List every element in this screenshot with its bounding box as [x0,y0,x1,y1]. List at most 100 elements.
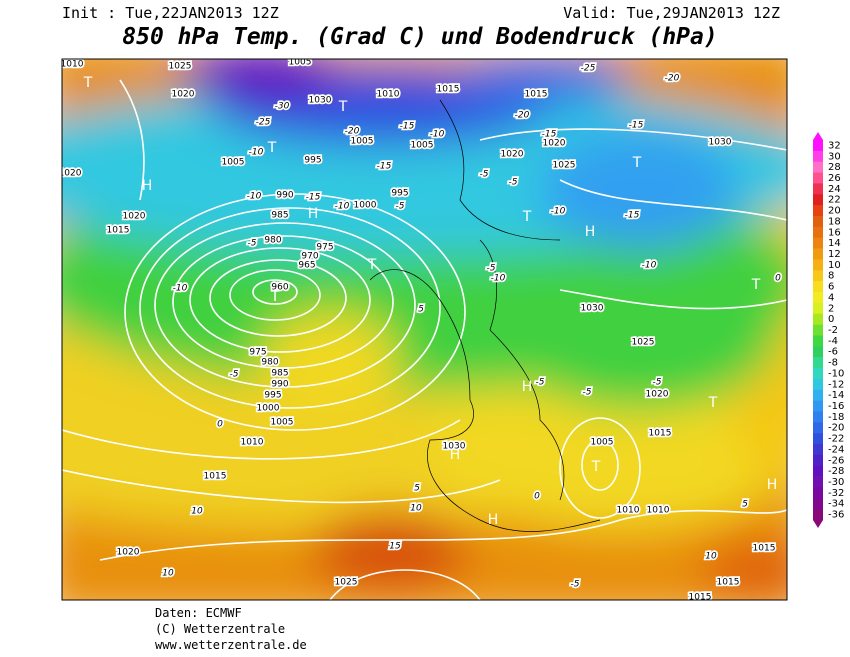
pressure-label: 1030 [443,442,466,452]
colorbar-swatch [813,357,823,369]
pressure-label: 1015 [689,593,712,603]
pressure-label: 1015 [753,544,776,554]
colorbar-label: -12 [828,379,844,390]
pressure-center: T [522,209,532,225]
pressure-label: 1020 [501,150,524,160]
colorbar-label: 28 [828,162,841,173]
temperature-label: 0 [534,492,540,502]
colorbar-swatch [813,194,823,206]
pressure-center: H [308,206,319,222]
colorbar-label: 0 [828,314,834,325]
pressure-center: T [591,459,601,475]
pressure-label: 1010 [61,60,84,70]
valid-time: Valid: Tue,29JAN2013 12Z [563,4,780,22]
colorbar-cap [813,520,823,528]
pressure-center: H [585,224,596,240]
colorbar-label: 32 [828,140,841,151]
pressure-label: 1025 [169,62,192,72]
footer-url: www.wetterzentrale.de [155,638,307,652]
colorbar-swatch [813,313,823,325]
temperature-label: -10 [642,261,657,271]
pressure-label: 1015 [649,429,672,439]
colorbar-swatch [813,259,823,271]
colorbar-label: 12 [828,249,841,260]
colorbar-swatch [813,509,823,521]
colorbar-label: -32 [828,488,844,499]
colorbar-label: 18 [828,216,841,227]
colorbar-label: -26 [828,455,844,466]
pressure-label: 965 [298,261,315,271]
temperature-label: -10 [173,284,188,294]
colorbar-swatch [813,335,823,347]
map-frame [61,58,788,601]
pressure-label: 1015 [437,85,460,95]
colorbar-label: -20 [828,423,844,434]
pressure-label: 1010 [377,90,400,100]
colorbar-label: -34 [828,499,844,510]
colorbar-label: -10 [828,368,844,379]
pressure-label: 1020 [59,169,82,179]
colorbar-label: 4 [828,292,834,303]
init-time: Init : Tue,22JAN2013 12Z [62,4,279,22]
pressure-label: 1005 [591,438,614,448]
colorbar-label: 8 [828,271,834,282]
temperature-label: -30 [275,102,290,112]
temperature-field [62,59,787,600]
temperature-label: -20 [665,74,680,84]
colorbar-swatch [813,454,823,467]
temperature-label: -25 [581,64,596,74]
colorbar-swatch [813,346,823,358]
temperature-label: -10 [430,130,445,140]
pressure-center: T [632,155,642,171]
colorbar-swatch [813,389,823,401]
pressure-label: 975 [316,243,333,253]
colorbar-swatch [813,465,823,477]
colorbar-swatch [813,248,823,260]
pressure-label: 975 [249,348,266,358]
colorbar-label: -24 [828,444,844,455]
pressure-label: 980 [261,358,278,368]
pressure-label: 1020 [172,90,195,100]
colorbar-swatch [813,161,823,173]
temperature-label: 5 [414,484,420,494]
colorbar-swatch [813,237,823,249]
temperature-label: -10 [335,202,350,212]
pressure-center: H [450,447,461,463]
colorbar-swatch [813,216,823,228]
colorbar-label: 14 [828,238,841,249]
colorbar-swatch [813,444,823,456]
colorbar-swatch [813,172,823,184]
pressure-label: 1030 [309,96,332,106]
pressure-label: 1005 [271,418,294,428]
colorbar-swatch [813,302,823,315]
colorbar-swatch [813,150,823,163]
temperature-label: 5 [742,500,748,510]
pressure-label: 1010 [617,506,640,516]
temperature-label: -20 [515,111,530,121]
colorbar-swatch [813,281,823,293]
pressure-label: 995 [264,391,281,401]
colorbar-swatch [813,205,823,217]
temperature-label: 10 [705,552,717,562]
pressure-label: 990 [276,191,293,201]
pressure-label: 1015 [204,472,227,482]
colorbar-cap [813,132,823,140]
pressure-center: T [708,395,718,411]
colorbar-swatch [813,324,823,336]
pressure-center: H [142,178,153,194]
temperature-label: -5 [653,378,662,388]
pressure-label: 1000 [257,404,280,414]
footer-copyright: (C) Wetterzentrale [155,622,285,636]
temperature-label: -5 [536,378,545,388]
pressure-label: 1005 [289,58,312,68]
temperature-label: -20 [345,127,360,137]
temperature-label: 10 [191,507,203,517]
temperature-label: -10 [551,207,566,217]
colorbar-label: -30 [828,477,844,488]
pressure-center: T [367,257,377,273]
temperature-label: 0 [775,274,781,284]
colorbar-label: -4 [828,336,838,347]
colorbar-swatch [813,498,823,510]
temperature-label: -5 [480,170,489,180]
